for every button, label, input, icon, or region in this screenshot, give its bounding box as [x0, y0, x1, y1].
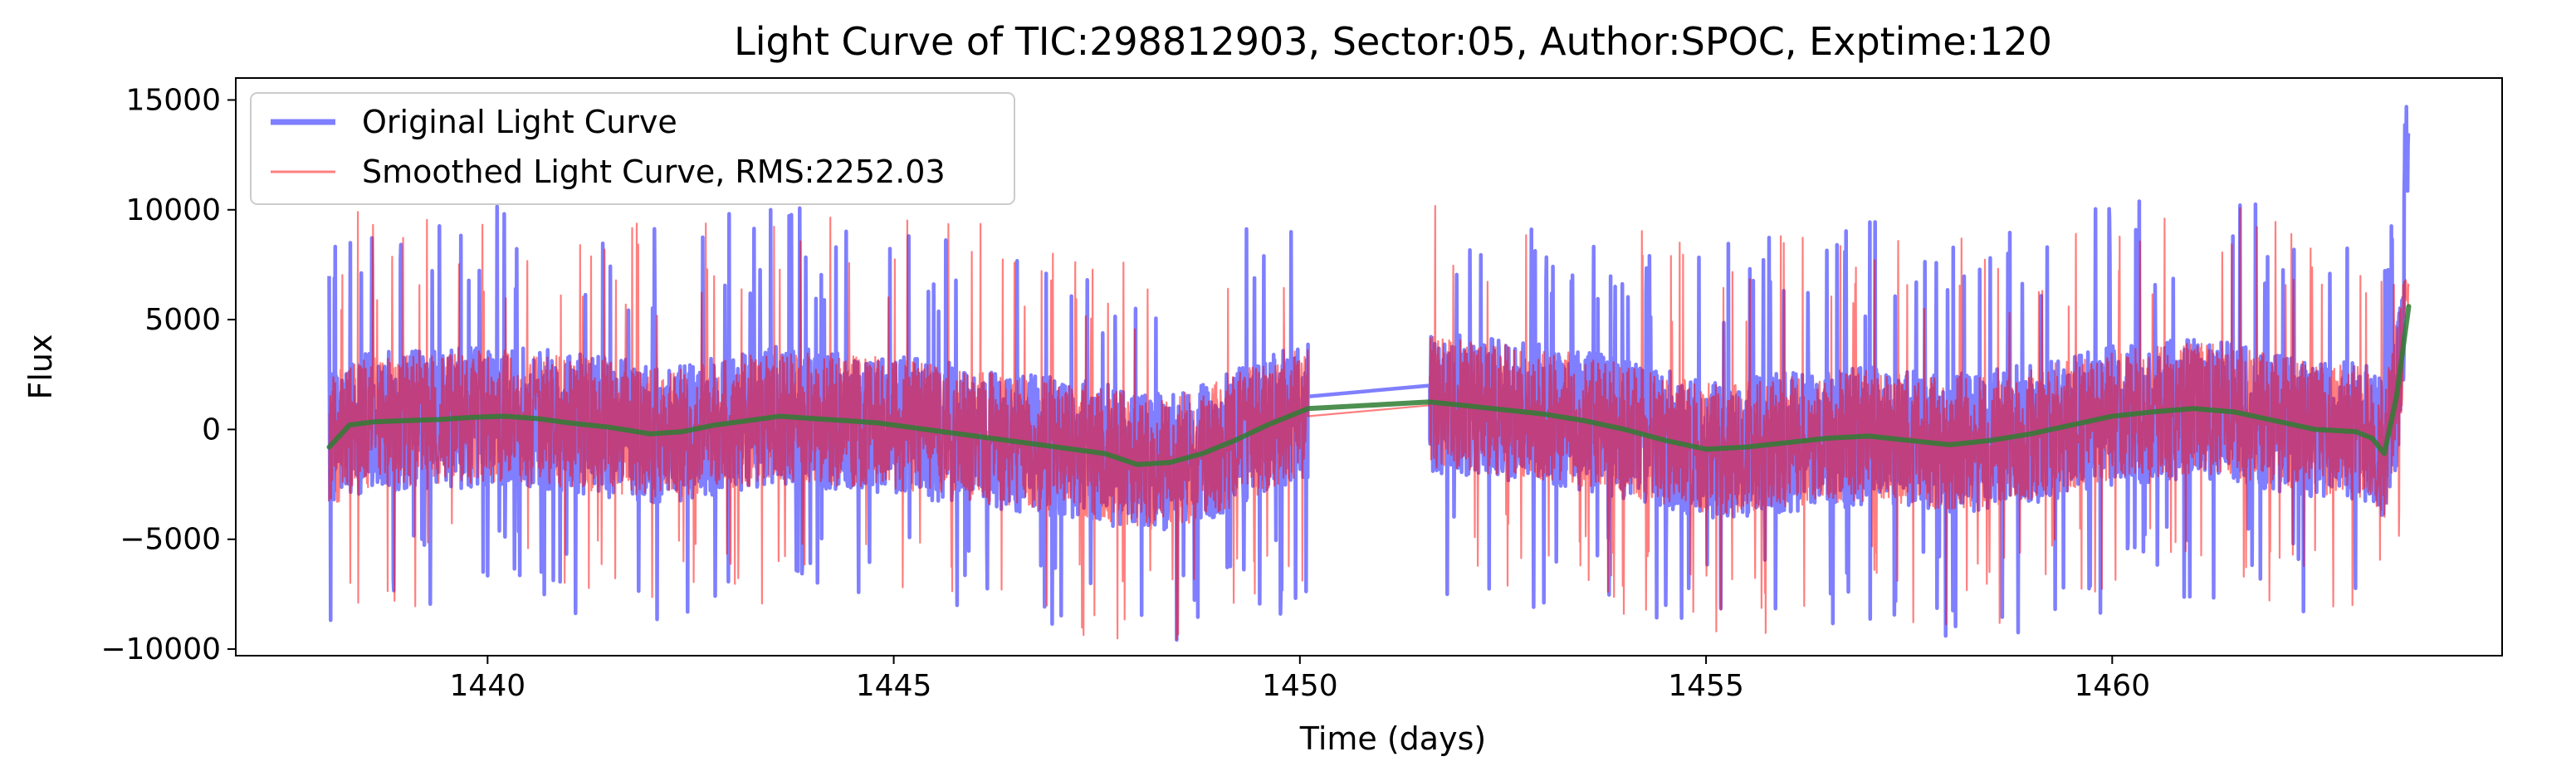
- y-axis: −10000 −5000 0 5000 10000 15000: [100, 83, 236, 666]
- x-tick-label: 1445: [856, 669, 932, 703]
- y-tick-label: 15000: [125, 83, 221, 117]
- y-tick-label: −5000: [120, 523, 221, 557]
- y-tick-label: 5000: [144, 303, 221, 337]
- series-trend-line: [326, 304, 2412, 467]
- legend-label-smoothed: Smoothed Light Curve, RMS:2252.03: [362, 154, 946, 190]
- series-layer: [326, 105, 2412, 642]
- y-tick-label: 0: [202, 412, 221, 447]
- chart-title: Light Curve of TIC:298812903, Sector:05,…: [734, 19, 2052, 64]
- x-tick-label: 1460: [2075, 669, 2151, 703]
- x-axis-title: Time (days): [1299, 720, 1486, 757]
- legend: Original Light Curve Smoothed Light Curv…: [250, 92, 1015, 205]
- series-smoothed-line: [328, 205, 2410, 641]
- y-axis-title: Flux: [22, 334, 59, 400]
- x-axis: 1440 1445 1450 1455 1460: [450, 656, 2151, 703]
- legend-label-original: Original Light Curve: [362, 104, 677, 140]
- legend-box: [250, 92, 1015, 205]
- y-tick-label: 10000: [125, 193, 221, 227]
- x-tick-label: 1440: [450, 669, 526, 703]
- x-tick-label: 1450: [1262, 669, 1338, 703]
- x-tick-label: 1455: [1668, 669, 1744, 703]
- plot-frame: [235, 77, 2503, 657]
- y-tick-label: −10000: [100, 632, 221, 666]
